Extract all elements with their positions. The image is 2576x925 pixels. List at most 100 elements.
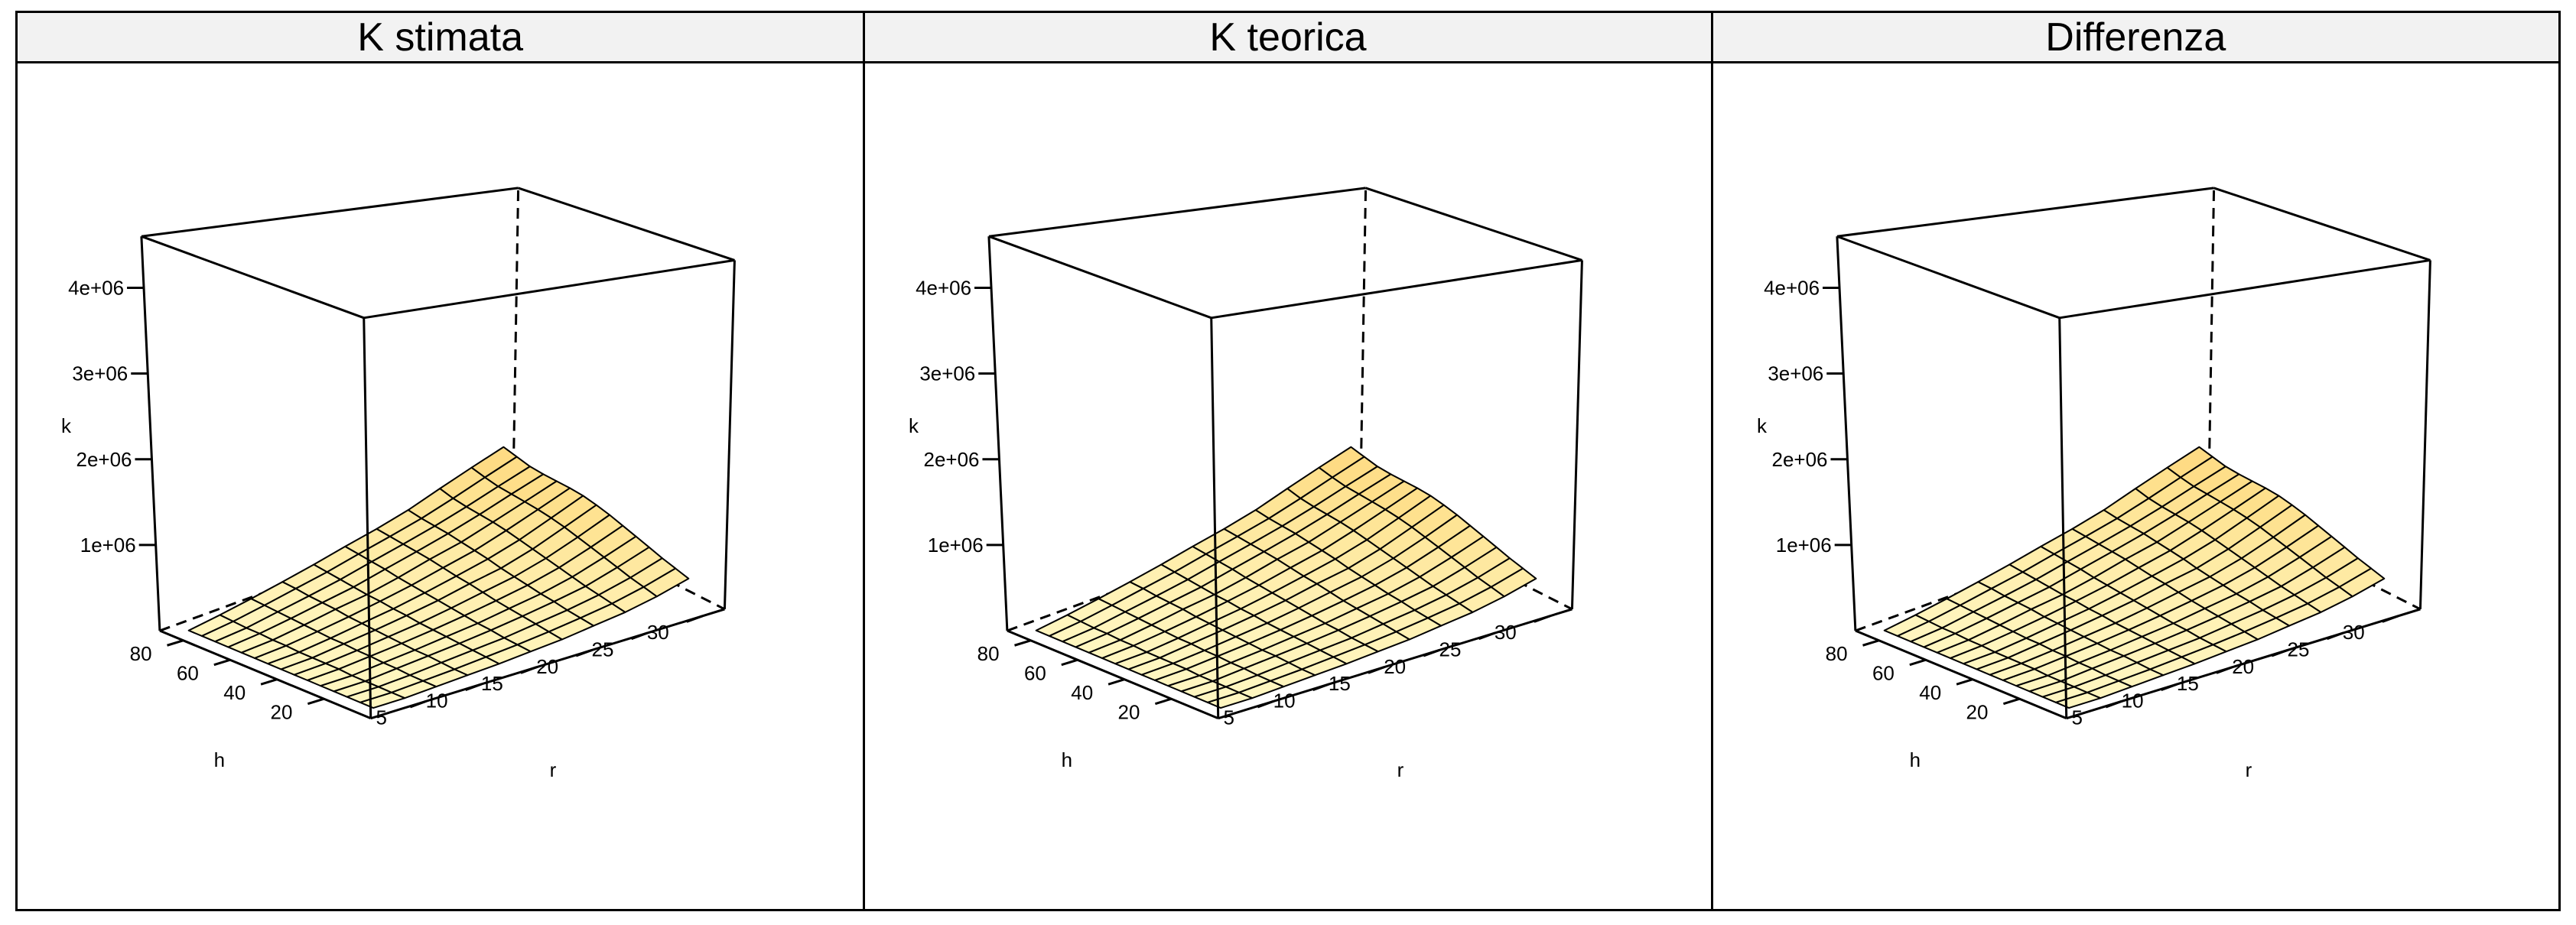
box-edge-top: [1836, 235, 2060, 320]
h-axis-tick: [2002, 697, 2020, 706]
k-tick-label: 1e+06: [1775, 534, 1831, 557]
axis-titles: r h k: [1757, 414, 2252, 781]
plot-area: 5 10 15 20 25 30 20 40 60 80 1e+06 2e+06 3e+06 4e+06 r…: [18, 63, 863, 909]
r-tick-label: 15: [1329, 672, 1351, 695]
axis-ticks: 5 10 15 20 25 30 20 40 60 80 1e+06 2e+06 3e+06 4e+06: [916, 276, 1551, 729]
axis-ticks: 5 10 15 20 25 30 20 40 60 80 1e+06 2e+06 3e+06 4e+06: [68, 276, 704, 729]
r-axis-tick: [631, 631, 648, 641]
box-edge-top: [2059, 258, 2431, 320]
panel-strip: Differenza: [1712, 13, 2558, 63]
box-edge-right: [1571, 260, 1584, 609]
r-tick-label: 30: [647, 621, 669, 644]
h-axis-tick: [307, 697, 324, 706]
r-axis-tick: [1312, 683, 1330, 692]
box-edge-back-bottom: [1855, 500, 2209, 632]
r-tick-label: 5: [376, 706, 387, 729]
r-axis-tick: [2105, 699, 2122, 709]
axis-titles: r h k: [61, 414, 557, 781]
r-axis-tick: [2160, 683, 2178, 692]
box-edge-front-bottom: [370, 608, 725, 720]
h-axis-tick: [1862, 639, 1879, 647]
r-axis-tick: [409, 699, 427, 709]
panel-title: Differenza: [2045, 15, 2226, 60]
box-frame-front: [987, 187, 1584, 720]
box-edge-front-bottom: [1854, 629, 2067, 720]
surface: [187, 446, 690, 709]
h-axis-tick: [1956, 678, 1973, 686]
box-edge-top: [141, 187, 519, 238]
r-tick-label: 30: [1495, 621, 1517, 644]
axis-ticks: 5 10 15 20 25 30 20 40 60 80 1e+06 2e+06 3e+06 4e+06: [1764, 276, 2399, 729]
h-tick-label: 60: [1872, 661, 1895, 684]
box-edge-top: [989, 187, 1367, 238]
h-tick-label: 20: [1118, 700, 1140, 723]
box-edge-front-bottom: [159, 629, 372, 720]
r-axis-title: r: [550, 758, 557, 781]
box-edge-top: [1836, 187, 2214, 238]
k-tick-label: 3e+06: [1768, 362, 1823, 385]
r-axis-tick: [575, 648, 593, 657]
h-tick-label: 80: [130, 642, 152, 665]
r-tick-label: 10: [2121, 689, 2143, 712]
box-edge-top: [988, 235, 1212, 320]
k-tick-label: 4e+06: [68, 276, 124, 299]
r-axis-tick: [1257, 699, 1274, 709]
r-axis-title: r: [2245, 758, 2252, 781]
panel-k-stimata: K stimata 5 10 15 20 25 30 20 40 60 80 1e+06 2e+06 3…: [18, 13, 864, 909]
r-tick-label: 25: [592, 638, 614, 660]
box-edge-top: [141, 235, 365, 320]
h-axis-title: h: [1909, 748, 1920, 771]
r-axis-tick: [2326, 631, 2343, 641]
surface-facet: [1035, 614, 1082, 637]
k-tick-label: 2e+06: [76, 448, 132, 471]
h-axis-tick: [1014, 639, 1032, 647]
h-axis-tick: [260, 678, 278, 686]
r-axis-tick: [2216, 666, 2233, 674]
h-tick-label: 40: [223, 681, 246, 704]
box-frame-front: [1836, 187, 2431, 720]
h-axis-tick: [1107, 678, 1125, 686]
k-tick-label: 4e+06: [916, 276, 971, 299]
box-edge-front-bottom: [1007, 629, 1219, 720]
r-tick-label: 25: [2287, 638, 2309, 660]
k-tick-label: 4e+06: [1764, 276, 1820, 299]
box-edge-back-bottom: [1007, 500, 1361, 632]
h-axis-tick: [1155, 697, 1173, 706]
panel-strip: K stimata: [18, 13, 864, 63]
surface: [1035, 446, 1537, 709]
r-axis-title: r: [1397, 758, 1404, 781]
plot-area: 5 10 15 20 25 30 20 40 60 80 1e+06 2e+06 3e+06 4e+06 r…: [1713, 63, 2558, 909]
r-axis-tick: [1534, 615, 1551, 623]
k-tick-label: 3e+06: [920, 362, 976, 385]
r-axis-tick: [1368, 666, 1385, 674]
h-axis-tick: [1909, 658, 1926, 667]
h-axis-tick: [1061, 658, 1078, 667]
r-tick-label: 10: [426, 689, 448, 712]
panel-title: K stimata: [357, 15, 524, 60]
k-tick-label: 3e+06: [72, 362, 128, 385]
box-edge-right: [2418, 260, 2431, 609]
box-edge-top: [518, 187, 735, 261]
r-axis-tick: [1478, 631, 1496, 641]
r-tick-label: 20: [2232, 655, 2254, 678]
r-axis-tick: [1423, 648, 1440, 657]
k-axis-title: k: [61, 414, 72, 437]
box-edge-top: [1365, 187, 1583, 261]
box-edge-front-bottom: [2065, 608, 2421, 720]
h-tick-label: 20: [1966, 700, 1988, 723]
r-axis-tick: [686, 615, 704, 623]
h-tick-label: 60: [177, 661, 199, 684]
h-axis-title: h: [1062, 748, 1072, 771]
box-edge-left: [987, 236, 1009, 631]
r-tick-label: 5: [1224, 706, 1234, 729]
box-edge-left: [140, 236, 161, 631]
r-tick-label: 10: [1273, 689, 1296, 712]
surface: [1883, 446, 2385, 709]
box-edge-front: [2057, 317, 2067, 719]
panel-strip: K teorica: [865, 13, 1711, 63]
surface-plot-k-teorica: 5 10 15 20 25 30 20 40 60 80 1e+06 2e+06 3e+06 4e+06 r…: [909, 187, 1584, 781]
panel-differenza: Differenza 5 10 15 20 25 30 20 40 60 80 1e+06 2e+06…: [1710, 13, 2558, 909]
k-axis-title: k: [1757, 414, 1768, 437]
r-tick-label: 20: [536, 655, 558, 678]
r-tick-label: 15: [2177, 672, 2199, 695]
